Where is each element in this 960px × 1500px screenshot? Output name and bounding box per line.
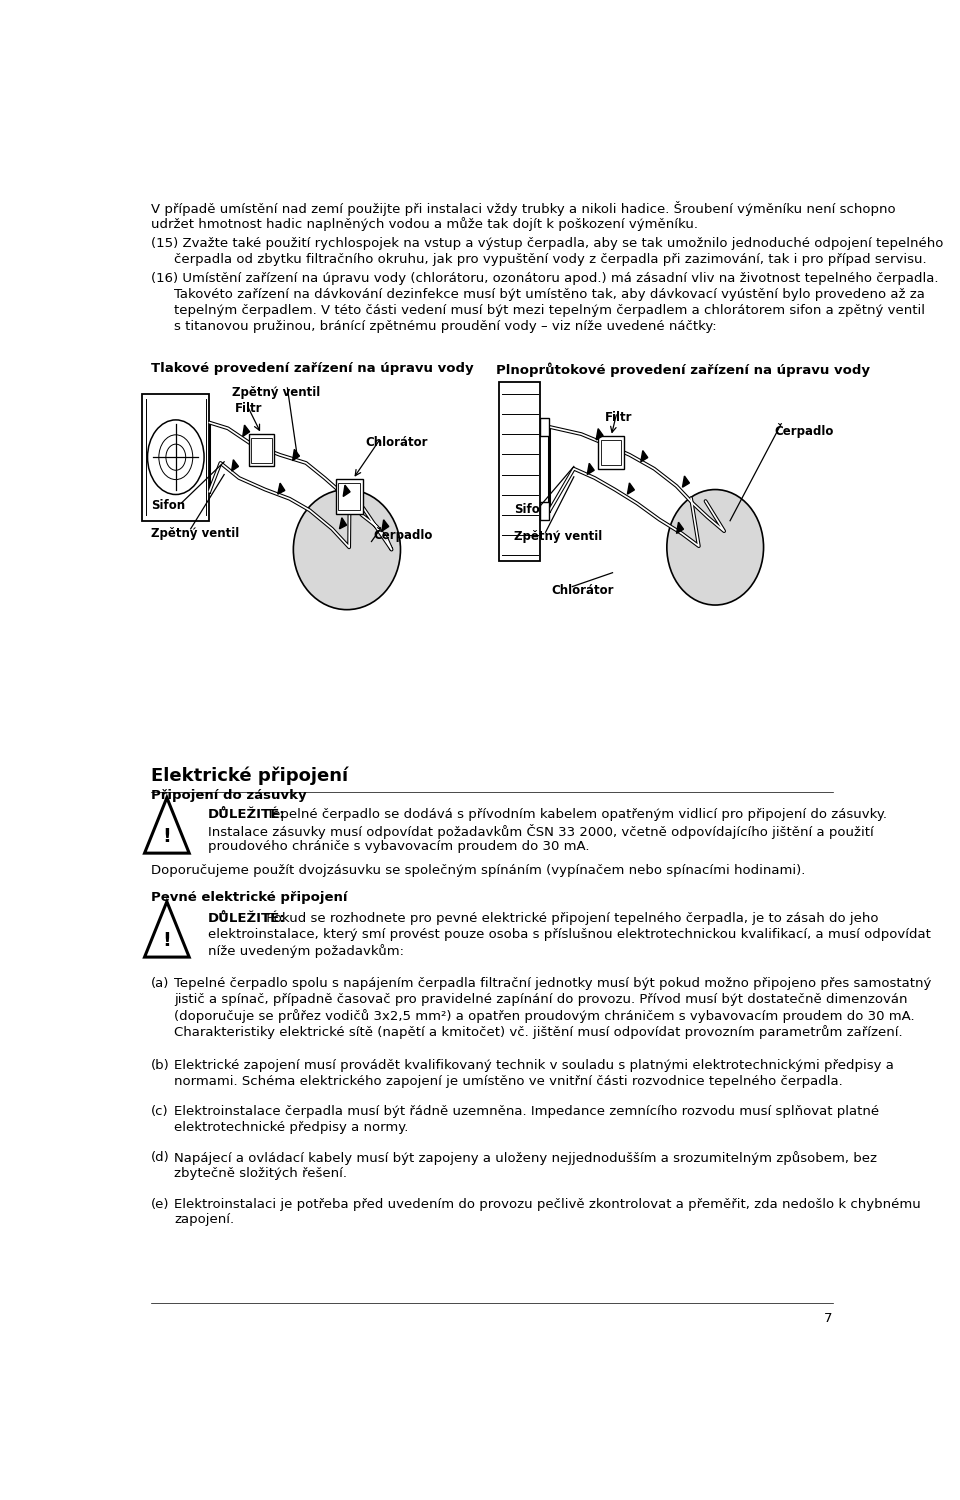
Text: (c): (c) [152, 1106, 169, 1118]
Polygon shape [293, 450, 300, 460]
Text: (e): (e) [152, 1197, 170, 1210]
Text: Čerpadlo: Čerpadlo [372, 526, 432, 542]
Text: udržet hmotnost hadic naplněných vodou a může tak dojít k poškození výměníku.: udržet hmotnost hadic naplněných vodou a… [152, 216, 698, 231]
Polygon shape [145, 902, 189, 957]
Text: s titanovou pružinou, bránící zpětnému proudění vody – viz níže uvedené náčtky:: s titanovou pružinou, bránící zpětnému p… [175, 320, 717, 333]
Bar [598, 436, 624, 468]
Ellipse shape [294, 489, 400, 609]
Text: níže uvedeným požadavkům:: níže uvedeným požadavkům: [207, 944, 404, 958]
Bar [601, 440, 621, 465]
Text: Zpětný ventil: Zpětný ventil [515, 530, 603, 543]
Text: DŮLEŽITÉ:: DŮLEŽITÉ: [207, 912, 285, 926]
Text: Elektrické zapojení musí provádět kvalifikovaný technik v souladu s platnými ele: Elektrické zapojení musí provádět kvalif… [175, 1059, 894, 1072]
Text: DŮLEŽITÉ:: DŮLEŽITÉ: [207, 808, 285, 822]
Text: Takovéto zařízení na dávkování dezinfekce musí být umístěno tak, aby dávkovací v: Takovéto zařízení na dávkování dezinfekc… [175, 288, 925, 302]
Text: elektroinstalace, který smí provést pouze osoba s příslušnou elektrotechnickou k: elektroinstalace, který smí provést pouz… [207, 928, 930, 940]
Bar [336, 478, 363, 514]
Text: jistič a spínač, případně časovač pro pravidelné zapínání do provozu. Přívod mus: jistič a spínač, případně časovač pro pr… [175, 993, 908, 1006]
Bar [338, 483, 360, 510]
Text: 7: 7 [825, 1312, 832, 1324]
Text: Charakteristiky elektrické sítě (napětí a kmitočet) vč. jištění musí odpovídat p: Charakteristiky elektrické sítě (napětí … [175, 1024, 903, 1038]
Polygon shape [588, 464, 594, 474]
Text: Tepelné čerpadlo spolu s napájením čerpadla filtrační jednotky musí být pokud mo: Tepelné čerpadlo spolu s napájením čerpa… [175, 976, 932, 990]
Ellipse shape [667, 489, 763, 604]
Text: (d): (d) [152, 1152, 170, 1164]
Text: Elektrické připojení: Elektrické připojení [152, 766, 348, 784]
Bar [142, 393, 209, 520]
Text: zapojení.: zapojení. [175, 1214, 234, 1227]
Text: V případě umístění nad zemí použijte při instalaci vždy trubky a nikoli hadice. : V případě umístění nad zemí použijte při… [152, 201, 896, 216]
Polygon shape [231, 460, 238, 471]
Polygon shape [340, 518, 347, 530]
Text: Pevné elektrické připojení: Pevné elektrické připojení [152, 891, 348, 904]
Text: (a): (a) [152, 976, 170, 990]
Polygon shape [677, 522, 684, 534]
Polygon shape [145, 798, 189, 853]
Text: Elektroinstalace čerpadla musí být řádně uzemněna. Impedance zemnícího rozvodu m: Elektroinstalace čerpadla musí být řádně… [175, 1106, 879, 1118]
Text: Zpětný ventil: Zpětný ventil [152, 526, 239, 540]
Text: Sifon: Sifon [152, 500, 185, 512]
Text: Napájecí a ovládací kabely musí být zapojeny a uloženy nejjednodušším a srozumit: Napájecí a ovládací kabely musí být zapo… [175, 1152, 877, 1166]
Text: !: ! [162, 827, 171, 846]
Polygon shape [344, 484, 350, 496]
Text: (doporučuje se průřez vodičů 3x2,5 mm²) a opatřen proudovým chráničem s vybavova: (doporučuje se průřez vodičů 3x2,5 mm²) … [175, 1010, 915, 1023]
Text: elektrotechnické předpisy a normy.: elektrotechnické předpisy a normy. [175, 1120, 409, 1134]
Text: Filtr: Filtr [605, 411, 633, 424]
Text: Elektroinstalaci je potřeba před uvedením do provozu pečlivě zkontrolovat a přem: Elektroinstalaci je potřeba před uvedení… [175, 1197, 921, 1210]
Polygon shape [596, 429, 603, 439]
Text: Sifon: Sifon [515, 504, 548, 516]
Text: (15) Zvažte také použití rychlospojek na vstup a výstup čerpadla, aby se tak umo: (15) Zvažte také použití rychlospojek na… [152, 237, 944, 249]
Text: Připojení do zásuvky: Připojení do zásuvky [152, 789, 307, 801]
Text: tepelným čerpadlem. V této části vedení musí být mezi tepelným čerpadlem a chlor: tepelným čerpadlem. V této části vedení … [175, 304, 925, 318]
Polygon shape [277, 483, 285, 494]
Text: Chlorátor: Chlorátor [551, 585, 614, 597]
Bar [251, 438, 272, 464]
Text: Chlorátor: Chlorátor [366, 436, 428, 450]
Text: zbytečně složitých řešení.: zbytečně složitých řešení. [175, 1167, 348, 1180]
Text: Plnoprůtokové provedení zařízení na úpravu vody: Plnoprůtokové provedení zařízení na úpra… [495, 363, 870, 376]
Text: čerpadla od zbytku filtračního okruhu, jak pro vypuštění vody z čerpadla při zaz: čerpadla od zbytku filtračního okruhu, j… [175, 252, 927, 266]
Text: (b): (b) [152, 1059, 170, 1072]
Polygon shape [243, 424, 250, 436]
Text: Tlakové provedení zařízení na úpravu vody: Tlakové provedení zařízení na úpravu vod… [152, 363, 474, 375]
Text: proudového chrániče s vybavovacím proudem do 30 mA.: proudového chrániče s vybavovacím proude… [207, 840, 589, 854]
Polygon shape [382, 520, 389, 531]
Polygon shape [641, 450, 648, 462]
Ellipse shape [148, 420, 204, 495]
Bar [499, 382, 540, 561]
Text: normami. Schéma elektrického zapojení je umístěno ve vnitřní části rozvodnice te: normami. Schéma elektrického zapojení je… [175, 1076, 843, 1088]
Text: Instalace zásuvky musí odpovídat požadavkům ČSN 33 2000, včetně odpovídajícího j: Instalace zásuvky musí odpovídat požadav… [207, 825, 874, 840]
Bar [249, 433, 274, 466]
Text: Zpětný ventil: Zpětný ventil [232, 386, 321, 399]
Polygon shape [683, 476, 689, 488]
Text: (16) Umístění zařízení na úpravu vody (chlorátoru, ozonátoru apod.) má zásadní v: (16) Umístění zařízení na úpravu vody (c… [152, 273, 939, 285]
Bar [540, 417, 549, 436]
Text: Pokud se rozhodnete pro pevné elektrické připojení tepelného čerpadla, je to zás: Pokud se rozhodnete pro pevné elektrické… [262, 912, 878, 926]
Text: Filtr: Filtr [235, 402, 263, 416]
Text: Tepelné čerpadlo se dodává s přívodním kabelem opatřeným vidlicí pro připojení d: Tepelné čerpadlo se dodává s přívodním k… [262, 808, 887, 822]
Text: Doporučujeme použít dvojzásuvku se společným spínáním (vypínačem nebo spínacími : Doporučujeme použít dvojzásuvku se spole… [152, 864, 805, 877]
Bar [540, 503, 549, 520]
Text: !: ! [162, 932, 171, 950]
Polygon shape [628, 483, 635, 494]
Text: Čerpadlo: Čerpadlo [775, 423, 834, 438]
